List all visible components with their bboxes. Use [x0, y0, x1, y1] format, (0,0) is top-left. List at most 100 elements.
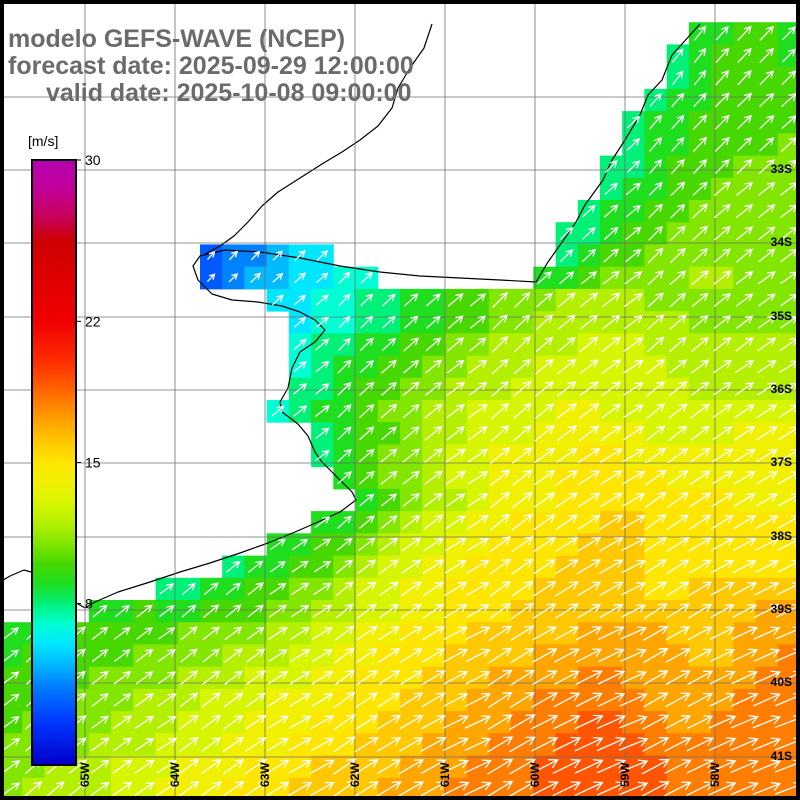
- wind-arrow: [577, 448, 601, 463]
- wind-arrow: [157, 671, 176, 685]
- wind-arrow: [710, 604, 735, 619]
- wind-arrow: [688, 537, 712, 552]
- wind-arrow: [689, 448, 711, 463]
- wind-arrow: [312, 649, 333, 662]
- wind-arrow: [693, 70, 707, 86]
- wind-arrow: [577, 492, 601, 508]
- wind-arrow: [2, 716, 20, 729]
- wind-arrow: [135, 737, 155, 751]
- wind-arrow: [708, 737, 737, 751]
- wind-arrow: [266, 781, 290, 796]
- wind-arrow: [712, 382, 732, 396]
- wind-arrow: [553, 670, 580, 685]
- wind-arrow: [691, 315, 709, 330]
- wind-arrow: [272, 272, 284, 283]
- wind-arrow: [626, 138, 641, 151]
- wind-arrow: [112, 715, 132, 729]
- wind-arrow: [688, 603, 713, 619]
- wind-arrow: [736, 181, 754, 196]
- wind-arrow: [690, 403, 710, 419]
- wind-arrow: [647, 270, 664, 286]
- wind-arrow: [597, 692, 626, 707]
- wind-arrow: [781, 115, 797, 130]
- wind-arrow: [666, 492, 690, 508]
- wind-arrow: [644, 559, 668, 575]
- wind-arrow: [620, 670, 648, 684]
- wind-arrow: [490, 513, 511, 531]
- wind-arrow: [510, 647, 535, 664]
- wind-arrow: [576, 626, 603, 641]
- latitude-label: 37S: [771, 455, 792, 469]
- wind-arrow: [245, 737, 267, 752]
- wind-arrow: [315, 360, 330, 373]
- wind-arrow: [266, 759, 290, 774]
- title-valid-date-line: valid date: 2025-10-08 09:00:00: [46, 79, 412, 107]
- wind-arrow: [710, 581, 735, 596]
- wind-arrow: [554, 581, 579, 597]
- wind-arrow: [759, 137, 775, 152]
- latitude-label: 33S: [771, 162, 792, 176]
- wind-arrow: [649, 159, 663, 174]
- wind-arrow: [382, 293, 396, 307]
- wind-arrow: [333, 714, 356, 730]
- wind-arrow: [267, 670, 289, 685]
- wind-arrow: [709, 670, 736, 685]
- wind-arrow: [180, 692, 199, 708]
- wind-arrow: [446, 403, 465, 419]
- wind-arrow: [711, 448, 734, 463]
- colorbar-gradient-bar: [31, 159, 77, 766]
- wind-arrow: [625, 226, 642, 240]
- wind-arrow: [464, 737, 492, 751]
- wind-arrow: [401, 559, 422, 574]
- wind-arrow: [294, 272, 307, 283]
- wind-arrow: [179, 714, 199, 730]
- wind-arrow: [577, 603, 602, 619]
- wind-arrow: [754, 560, 779, 573]
- wind-arrow: [687, 715, 714, 729]
- wind-arrow: [464, 692, 492, 707]
- wind-arrow: [489, 580, 512, 597]
- wind-arrow: [513, 380, 532, 397]
- wind-arrow: [599, 514, 624, 530]
- wind-arrow: [223, 692, 244, 708]
- wind-arrow: [334, 669, 355, 686]
- wind-arrow: [400, 603, 422, 619]
- wind-arrow: [623, 382, 644, 396]
- wind-arrow: [313, 538, 332, 551]
- wind-arrow: [207, 250, 216, 260]
- wind-arrow: [113, 693, 132, 707]
- wind-arrow: [668, 359, 688, 374]
- wind-arrow: [203, 582, 219, 596]
- wind-arrow: [557, 336, 576, 352]
- wind-arrow: [314, 404, 331, 418]
- wind-arrow: [402, 426, 420, 441]
- wind-arrow: [690, 359, 710, 374]
- wind-arrow: [398, 781, 425, 797]
- wind-arrow: [509, 758, 536, 775]
- wind-arrow: [535, 381, 555, 397]
- wind-arrow: [447, 359, 465, 374]
- wind-arrow: [689, 514, 712, 530]
- wind-arrow: [377, 759, 402, 775]
- wind-arrow: [399, 692, 424, 708]
- wind-arrow: [708, 759, 737, 774]
- wind-arrow: [715, 114, 730, 130]
- wind-arrow-layer: [2, 25, 800, 797]
- wind-arrow: [730, 759, 759, 773]
- wind-arrow: [159, 605, 175, 617]
- wind-arrow: [378, 626, 400, 641]
- wind-arrow: [687, 670, 714, 685]
- latitude-label: 36S: [771, 382, 792, 396]
- wind-arrow: [715, 69, 730, 86]
- wind-arrow: [752, 670, 781, 685]
- wind-arrow: [598, 626, 625, 640]
- wind-arrow: [732, 582, 758, 596]
- wind-arrow: [380, 515, 398, 530]
- wind-arrow: [736, 226, 754, 241]
- wind-arrow: [112, 759, 133, 774]
- longitude-label: 64W: [168, 762, 182, 787]
- latitude-label: 41S: [771, 749, 792, 763]
- wind-arrow: [619, 715, 648, 729]
- wind-arrow: [180, 648, 198, 663]
- wind-arrow: [313, 582, 332, 595]
